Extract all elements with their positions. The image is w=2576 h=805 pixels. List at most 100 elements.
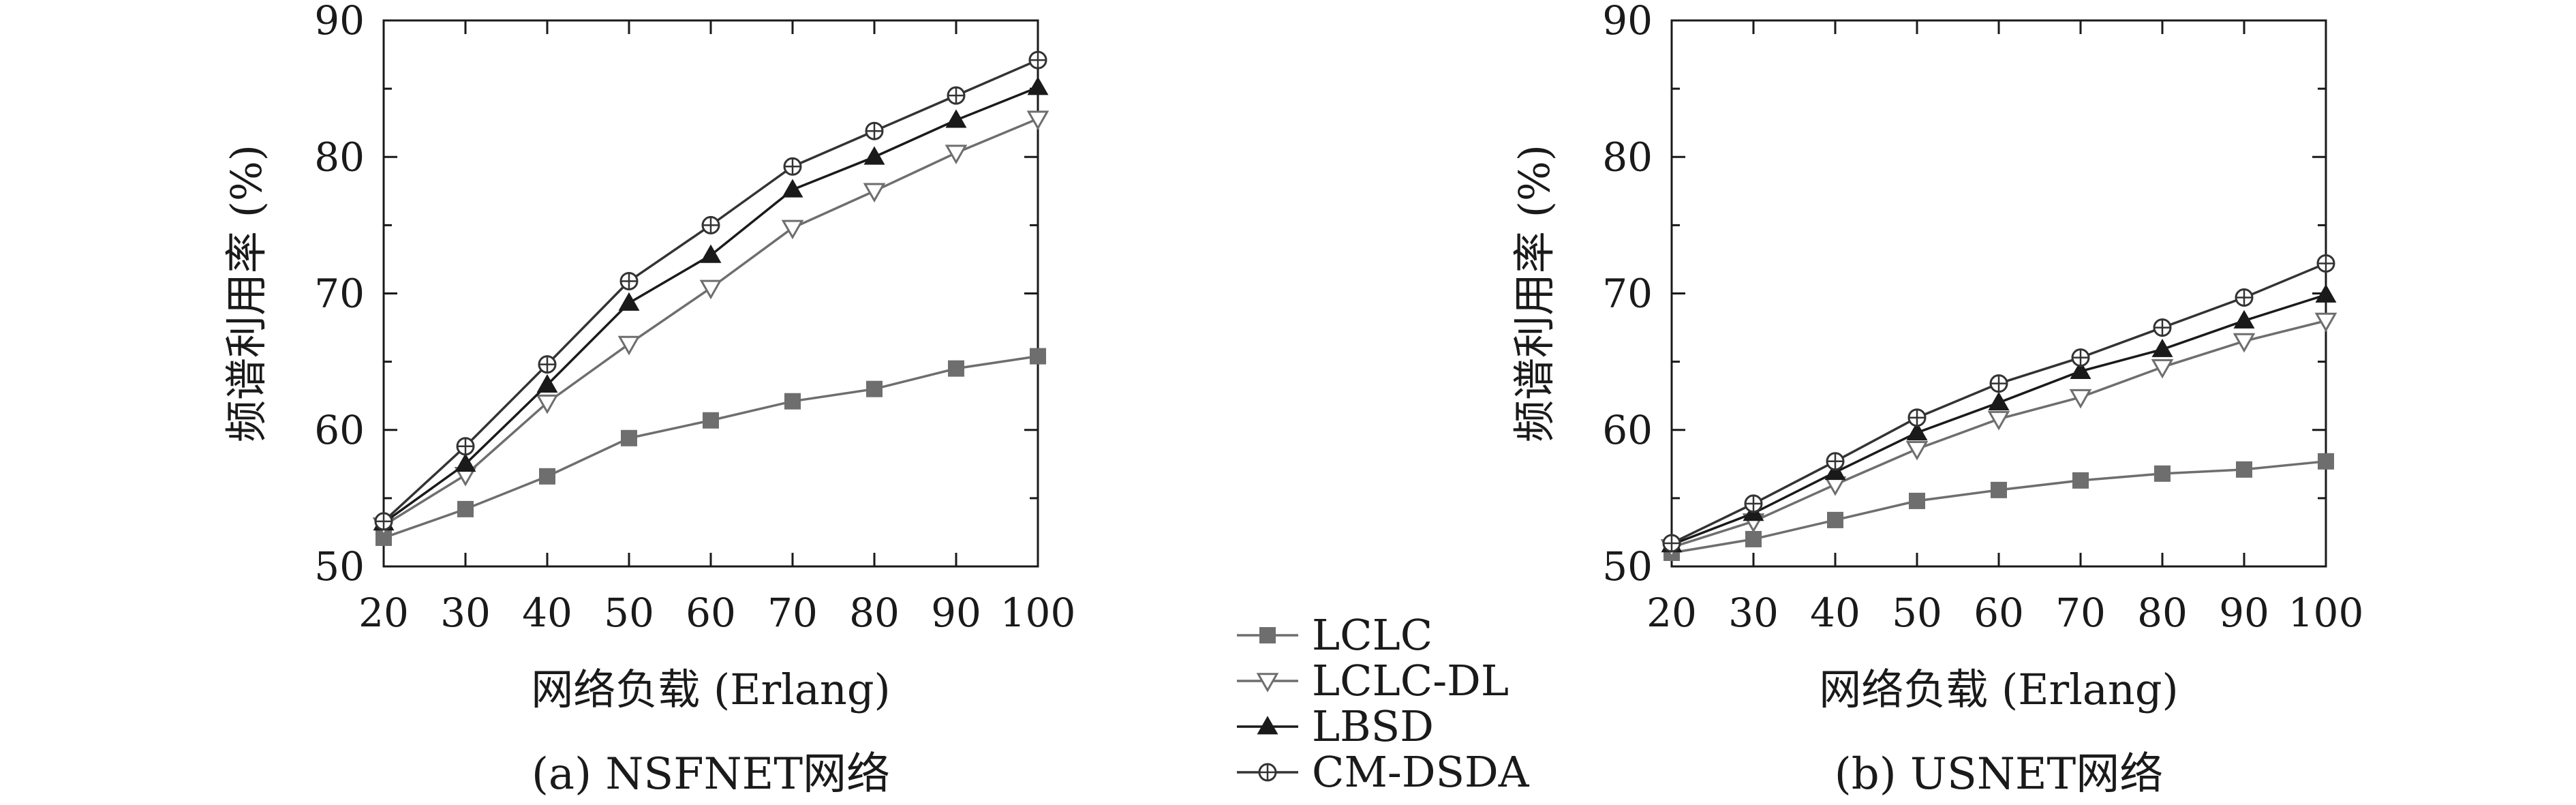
y-tick-label: 60 bbox=[314, 407, 365, 453]
data-point bbox=[2072, 472, 2089, 489]
x-axis-label: 网络负载 (Erlang) bbox=[531, 665, 890, 714]
y-tick-label: 80 bbox=[314, 134, 365, 180]
data-point bbox=[618, 292, 640, 311]
legend-marker bbox=[1259, 627, 1276, 643]
data-point bbox=[863, 183, 886, 203]
data-point bbox=[2154, 465, 2171, 482]
series-cm-dsda bbox=[1662, 254, 2335, 553]
x-tick-label: 90 bbox=[2219, 590, 2269, 636]
data-point bbox=[1909, 492, 1925, 509]
x-tick-label: 100 bbox=[2288, 590, 2364, 636]
series-cm-dsda bbox=[374, 50, 1047, 531]
data-point bbox=[2153, 318, 2172, 337]
legend-entry-cm-dsda: CM-DSDA bbox=[1237, 747, 1530, 797]
data-point bbox=[865, 121, 884, 140]
legend-label: CM-DSDA bbox=[1312, 747, 1530, 797]
chart-panel-b: 20 30 40 50 60 70 80 90 100 50 60 70 80 90 网络负载 (Erlan… bbox=[1509, 0, 2363, 800]
data-point bbox=[536, 394, 559, 414]
x-tick-label: 60 bbox=[686, 590, 736, 636]
panel-caption: (a) NSFNET网络 bbox=[532, 749, 890, 800]
y-tick-label: 50 bbox=[314, 543, 365, 590]
data-point bbox=[945, 109, 967, 128]
y-tick-label: 70 bbox=[1602, 271, 1653, 317]
legend-entry-lclc: LCLC bbox=[1237, 610, 1432, 660]
data-point bbox=[1027, 76, 1049, 95]
data-point bbox=[2069, 389, 2092, 409]
data-point bbox=[783, 157, 802, 176]
data-point bbox=[948, 360, 964, 377]
legend-marker bbox=[1256, 673, 1279, 693]
data-point bbox=[1744, 494, 1763, 513]
series-lbsd bbox=[1661, 284, 2337, 553]
legend-marker bbox=[1258, 763, 1277, 782]
data-point bbox=[866, 380, 883, 397]
data-point bbox=[781, 219, 804, 240]
data-point bbox=[456, 437, 475, 456]
x-tick-label: 90 bbox=[931, 590, 981, 636]
data-point bbox=[1905, 440, 1929, 461]
data-point bbox=[1826, 452, 1845, 471]
data-point bbox=[1907, 408, 1927, 427]
legend-label: LCLC bbox=[1312, 610, 1432, 660]
data-point bbox=[1745, 530, 1762, 547]
legend-marker bbox=[1257, 716, 1278, 735]
y-tick-label: 70 bbox=[314, 271, 365, 317]
x-tick-label: 80 bbox=[849, 590, 900, 636]
x-tick-label: 50 bbox=[1892, 590, 1942, 636]
data-point bbox=[1030, 348, 1046, 365]
series-line bbox=[383, 117, 1039, 527]
legend-entry-lclc-dl: LCLC-DL bbox=[1237, 656, 1509, 705]
x-tick-label: 30 bbox=[440, 590, 491, 636]
legend-label: LBSD bbox=[1312, 701, 1434, 751]
legend-entry-lbsd: LBSD bbox=[1237, 701, 1434, 751]
y-tick-label: 80 bbox=[1602, 134, 1653, 180]
data-point bbox=[703, 412, 719, 429]
data-point bbox=[619, 271, 639, 290]
y-axis-label: 频谱利用率 (%) bbox=[221, 145, 271, 442]
data-point bbox=[2235, 288, 2254, 307]
data-point bbox=[863, 146, 885, 165]
legend-label: LCLC-DL bbox=[1312, 656, 1509, 705]
y-axis-label: 频谱利用率 (%) bbox=[1509, 145, 1559, 442]
data-point bbox=[700, 244, 722, 263]
data-point bbox=[457, 500, 474, 517]
data-point bbox=[2318, 453, 2334, 470]
data-point bbox=[1988, 391, 2010, 411]
data-point bbox=[2151, 359, 2174, 379]
x-tick-label: 40 bbox=[522, 590, 572, 636]
x-tick-label: 80 bbox=[2137, 590, 2188, 636]
data-point bbox=[374, 512, 393, 531]
data-point bbox=[617, 335, 641, 356]
y-tick-label: 90 bbox=[1602, 0, 1653, 44]
data-point bbox=[539, 468, 555, 485]
y-tick-label: 50 bbox=[1602, 543, 1653, 590]
data-point bbox=[2071, 348, 2090, 367]
data-point bbox=[2151, 338, 2173, 357]
x-axis-label: 网络负载 (Erlang) bbox=[1819, 665, 2178, 714]
series-lclc bbox=[375, 348, 1046, 546]
data-point bbox=[621, 429, 637, 446]
data-point bbox=[945, 145, 968, 165]
data-point bbox=[2316, 254, 2335, 273]
x-tick-label: 30 bbox=[1728, 590, 1779, 636]
data-point bbox=[538, 355, 557, 374]
data-point bbox=[536, 374, 558, 393]
data-point bbox=[1824, 461, 1846, 481]
data-point bbox=[784, 393, 801, 410]
series-line bbox=[1671, 460, 2327, 554]
x-tick-label: 60 bbox=[1974, 590, 2024, 636]
data-point bbox=[1991, 481, 2007, 498]
panel-caption: (b) USNET网络 bbox=[1835, 749, 2163, 800]
data-point bbox=[1989, 374, 2008, 393]
series-lclc-dl bbox=[372, 110, 1049, 537]
series-lclc-dl bbox=[1660, 312, 2337, 559]
series-lbsd bbox=[373, 76, 1049, 531]
data-point bbox=[1824, 476, 1847, 496]
data-point bbox=[2233, 333, 2256, 353]
data-point bbox=[782, 179, 803, 198]
chart-panel-a: 20 30 40 50 60 70 80 90 100 50 60 70 80 90 网络负载 (Erlan… bbox=[221, 0, 1075, 800]
data-point bbox=[701, 215, 720, 234]
data-point bbox=[1906, 421, 1928, 441]
